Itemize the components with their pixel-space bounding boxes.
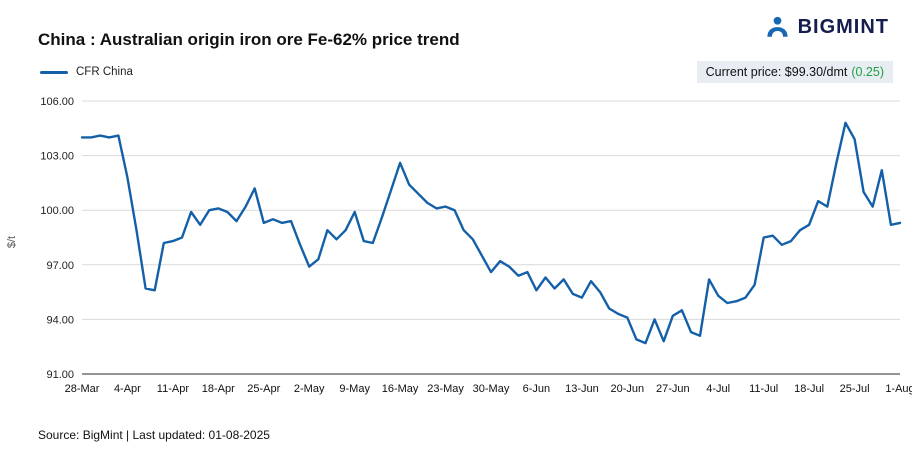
svg-text:106.00: 106.00 bbox=[40, 96, 74, 108]
svg-text:97.00: 97.00 bbox=[46, 260, 74, 272]
chart-title: China : Australian origin iron ore Fe-62… bbox=[38, 30, 460, 49]
svg-text:9-May: 9-May bbox=[339, 383, 370, 395]
svg-text:25-Jul: 25-Jul bbox=[840, 383, 870, 395]
svg-text:27-Jun: 27-Jun bbox=[656, 383, 690, 395]
svg-text:23-May: 23-May bbox=[427, 383, 464, 395]
svg-text:100.00: 100.00 bbox=[40, 205, 74, 217]
svg-text:11-Apr: 11-Apr bbox=[157, 383, 190, 395]
svg-text:20-Jun: 20-Jun bbox=[610, 383, 644, 395]
svg-text:25-Apr: 25-Apr bbox=[247, 383, 280, 395]
svg-text:16-May: 16-May bbox=[382, 383, 419, 395]
price-line-chart: 91.00 94.00 97.00 100.00 103.00 106.00 28-Mar 4… bbox=[40, 96, 912, 395]
legend-line-marker bbox=[40, 70, 68, 74]
source-note: Source: BigMint | Last updated: 01-08-20… bbox=[38, 428, 270, 442]
svg-text:4-Apr: 4-Apr bbox=[114, 383, 141, 395]
legend-item-cfr-china[interactable]: CFR China bbox=[40, 66, 133, 78]
svg-text:11-Jul: 11-Jul bbox=[749, 383, 778, 395]
bigmint-logo: BIGMINT bbox=[764, 14, 889, 41]
svg-text:13-Jun: 13-Jun bbox=[565, 383, 599, 395]
legend-label: CFR China bbox=[76, 66, 133, 78]
svg-text:94.00: 94.00 bbox=[46, 314, 74, 326]
current-price-label: Current price: $99.30/dmt bbox=[705, 65, 848, 79]
bigmint-logo-icon bbox=[766, 16, 788, 37]
svg-text:4-Jul: 4-Jul bbox=[706, 383, 730, 395]
current-price-badge: Current price: $99.30/dmt (0.25) bbox=[696, 61, 893, 83]
current-price-change: (0.25) bbox=[851, 65, 884, 79]
svg-text:18-Apr: 18-Apr bbox=[202, 383, 235, 395]
svg-text:18-Jul: 18-Jul bbox=[794, 383, 824, 395]
svg-text:2-May: 2-May bbox=[294, 383, 325, 395]
chart-area: $/t 91.00 94.00 97.00 100.00 103.00 106.00 28-… bbox=[0, 88, 923, 408]
svg-text:6-Jun: 6-Jun bbox=[523, 383, 551, 395]
svg-text:91.00: 91.00 bbox=[46, 369, 74, 381]
svg-text:28-Mar: 28-Mar bbox=[65, 383, 100, 395]
svg-text:1-Aug: 1-Aug bbox=[885, 383, 912, 395]
bigmint-logo-text: BIGMINT bbox=[797, 16, 889, 38]
svg-text:30-May: 30-May bbox=[473, 383, 510, 395]
svg-text:103.00: 103.00 bbox=[40, 151, 74, 163]
